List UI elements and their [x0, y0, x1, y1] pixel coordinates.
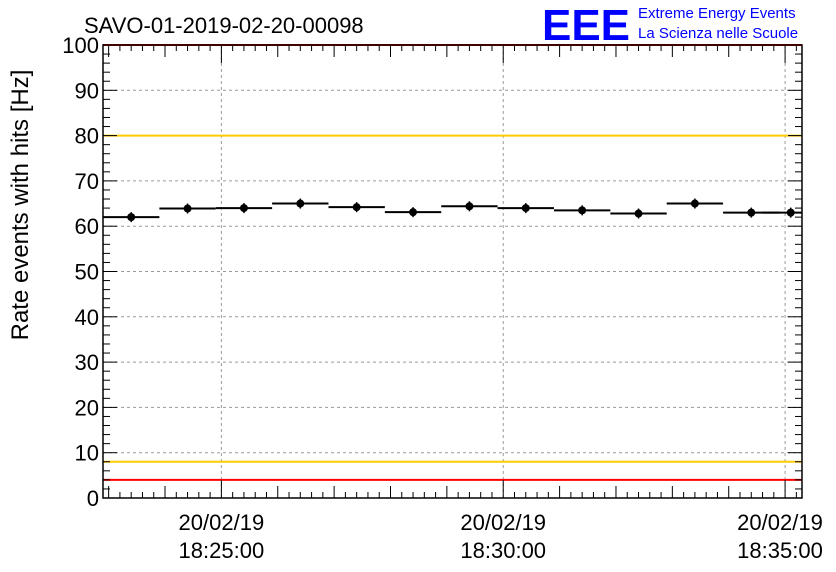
- data-point: [465, 202, 474, 211]
- y-tick-label: 60: [75, 214, 99, 239]
- data-point: [521, 204, 530, 213]
- data-point: [296, 199, 305, 208]
- data-point: [634, 209, 643, 218]
- eee-logo-line1: Extreme Energy Events: [638, 5, 796, 22]
- data-point: [352, 203, 361, 212]
- data-point: [409, 208, 418, 217]
- data-series: [103, 198, 802, 223]
- eee-logo: EEE Extreme Energy Events La Scienza nel…: [542, 1, 798, 50]
- data-point: [127, 213, 136, 222]
- data-point: [786, 208, 795, 217]
- y-tick-label: 90: [75, 78, 99, 103]
- y-tick-label: 10: [75, 441, 99, 466]
- reference-lines: [103, 44, 802, 481]
- x-tick-label-time: 18:25:00: [179, 538, 265, 563]
- y-axis-label: Rate events with hits [Hz]: [7, 70, 34, 341]
- data-point: [578, 206, 587, 215]
- y-tick-label: 0: [87, 486, 99, 511]
- y-tick-label: 100: [62, 33, 99, 58]
- tick-labels: 0 10 20 30 40 50 60 70 80 90 100 20/02/19 18:25:00 20…: [62, 33, 823, 563]
- x-tick-label-time: 18:30:00: [460, 538, 546, 563]
- y-tick-label: 80: [75, 124, 99, 149]
- chart-title: SAVO-01-2019-02-20-00098: [84, 13, 364, 38]
- x-tick-label-date: 20/02/19: [460, 510, 546, 535]
- eee-logo-mark: EEE: [542, 1, 630, 50]
- axes: [102, 44, 803, 499]
- data-point: [690, 199, 699, 208]
- x-tick-label-date: 20/02/19: [179, 510, 265, 535]
- y-tick-label: 20: [75, 395, 99, 420]
- x-tick-label-date: 20/02/19: [737, 510, 823, 535]
- y-tick-label: 30: [75, 350, 99, 375]
- data-point: [183, 204, 192, 213]
- grid: [103, 44, 802, 499]
- x-tick-label-time: 18:35:00: [737, 538, 823, 563]
- y-tick-label: 40: [75, 305, 99, 330]
- y-tick-label: 50: [75, 260, 99, 285]
- y-tick-label: 70: [75, 169, 99, 194]
- data-point: [747, 208, 756, 217]
- eee-logo-line2: La Scienza nelle Scuole: [638, 25, 798, 42]
- data-point: [239, 204, 248, 213]
